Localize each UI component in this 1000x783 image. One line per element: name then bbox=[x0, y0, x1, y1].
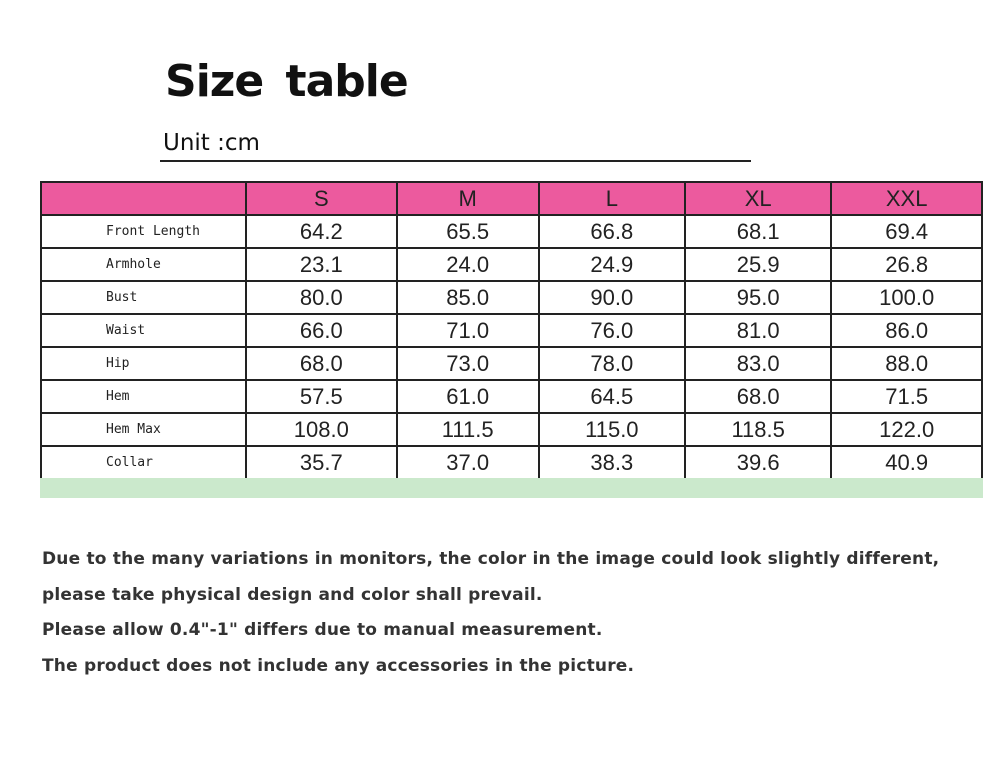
table-row: Hip 68.0 73.0 78.0 83.0 88.0 bbox=[40, 346, 983, 381]
measurement-value: 95.0 bbox=[683, 280, 833, 315]
measurement-value: 40.9 bbox=[830, 445, 983, 480]
measurement-value: 39.6 bbox=[683, 445, 833, 480]
measurement-value: 66.0 bbox=[245, 313, 398, 348]
measurement-value: 78.0 bbox=[537, 346, 687, 381]
measurement-value: 73.0 bbox=[395, 346, 540, 381]
measurement-value: 71.5 bbox=[830, 379, 983, 414]
measurement-value: 61.0 bbox=[395, 379, 540, 414]
notes: Due to the many variations in monitors, … bbox=[42, 542, 939, 684]
note-line: Please allow 0.4"-1" differs due to manu… bbox=[42, 620, 603, 640]
measurement-value: 111.5 bbox=[395, 412, 540, 447]
measurement-value: 85.0 bbox=[395, 280, 540, 315]
measurement-value: 57.5 bbox=[245, 379, 398, 414]
measurement-value: 88.0 bbox=[830, 346, 983, 381]
unit-underline bbox=[160, 160, 751, 162]
note-line: please take physical design and color sh… bbox=[42, 584, 543, 605]
size-header: L bbox=[537, 181, 687, 216]
table-footer-strip bbox=[40, 478, 983, 498]
measurement-value: 64.2 bbox=[245, 214, 398, 249]
size-header: M bbox=[395, 181, 540, 216]
measurement-value: 24.0 bbox=[395, 247, 540, 282]
measurement-value: 35.7 bbox=[245, 445, 398, 480]
measurement-value: 68.0 bbox=[245, 346, 398, 381]
measurement-value: 24.9 bbox=[537, 247, 687, 282]
header-corner bbox=[40, 181, 247, 216]
note-line: The product does not include any accesso… bbox=[42, 655, 635, 676]
measurement-value: 65.5 bbox=[395, 214, 540, 249]
measurement-value: 23.1 bbox=[245, 247, 398, 282]
size-header: XXL bbox=[830, 181, 983, 216]
header-row: S M L XL XXL bbox=[40, 181, 983, 216]
measurement-label: Bust bbox=[40, 280, 247, 315]
measurement-value: 71.0 bbox=[395, 313, 540, 348]
measurement-label: Collar bbox=[40, 445, 247, 480]
size-header: XL bbox=[683, 181, 833, 216]
measurement-label: Waist bbox=[40, 313, 247, 348]
table-row: Hem Max 108.0 111.5 115.0 118.5 122.0 bbox=[40, 412, 983, 447]
measurement-value: 68.1 bbox=[683, 214, 833, 249]
unit-label: Unit :cm bbox=[163, 130, 260, 156]
measurement-value: 80.0 bbox=[245, 280, 398, 315]
table-row: Front Length 64.2 65.5 66.8 68.1 69.4 bbox=[40, 214, 983, 249]
table-row: Collar 35.7 37.0 38.3 39.6 40.9 bbox=[40, 445, 983, 480]
measurement-value: 90.0 bbox=[537, 280, 687, 315]
measurement-value: 38.3 bbox=[537, 445, 687, 480]
measurement-value: 69.4 bbox=[830, 214, 983, 249]
measurement-label: Hem Max bbox=[40, 412, 247, 447]
measurement-label: Hip bbox=[40, 346, 247, 381]
measurement-value: 83.0 bbox=[683, 346, 833, 381]
measurement-value: 81.0 bbox=[683, 313, 833, 348]
measurement-value: 37.0 bbox=[395, 445, 540, 480]
measurement-value: 76.0 bbox=[537, 313, 687, 348]
measurement-value: 100.0 bbox=[830, 280, 983, 315]
measurement-value: 118.5 bbox=[683, 412, 833, 447]
measurement-label: Armhole bbox=[40, 247, 247, 282]
page-title: Size table bbox=[165, 56, 409, 107]
measurement-value: 26.8 bbox=[830, 247, 983, 282]
measurement-value: 25.9 bbox=[683, 247, 833, 282]
table-row: Waist 66.0 71.0 76.0 81.0 86.0 bbox=[40, 313, 983, 348]
measurement-value: 115.0 bbox=[537, 412, 687, 447]
measurement-value: 68.0 bbox=[683, 379, 833, 414]
measurement-value: 64.5 bbox=[537, 379, 687, 414]
table-row: Bust 80.0 85.0 90.0 95.0 100.0 bbox=[40, 280, 983, 315]
measurement-label: Hem bbox=[40, 379, 247, 414]
measurement-value: 122.0 bbox=[830, 412, 983, 447]
table-row: Armhole 23.1 24.0 24.9 25.9 26.8 bbox=[40, 247, 983, 282]
size-table: S M L XL XXL Front Length 64.2 65.5 66.8 68.1 69.… bbox=[40, 181, 983, 480]
measurement-label: Front Length bbox=[40, 214, 247, 249]
size-header: S bbox=[245, 181, 398, 216]
measurement-value: 86.0 bbox=[830, 313, 983, 348]
table-row: Hem 57.5 61.0 64.5 68.0 71.5 bbox=[40, 379, 983, 414]
note-line: Due to the many variations in monitors, … bbox=[42, 549, 940, 569]
measurement-value: 66.8 bbox=[537, 214, 687, 249]
measurement-value: 108.0 bbox=[245, 412, 398, 447]
